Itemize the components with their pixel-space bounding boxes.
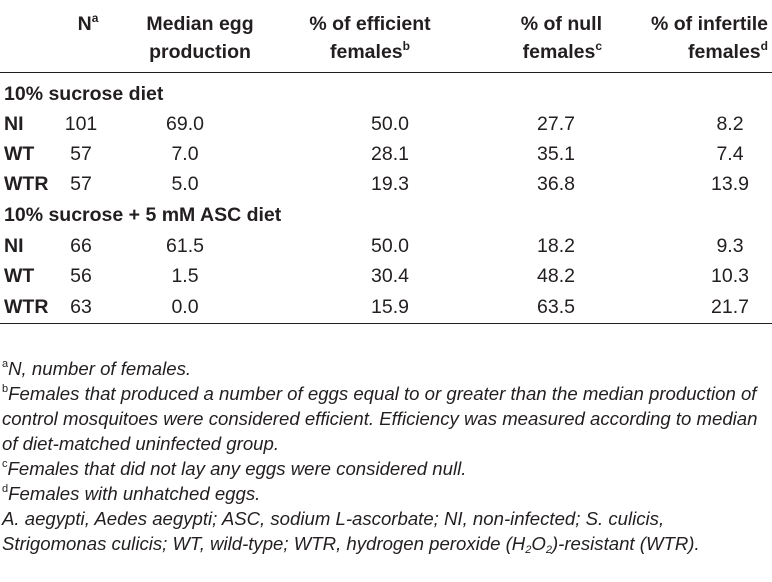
cell-n: 57 xyxy=(70,143,92,165)
cell-n: 101 xyxy=(64,113,98,135)
cell-null: 48.2 xyxy=(537,265,575,287)
row-label: WT xyxy=(4,265,35,287)
data-table: Na Median egg production % of efficient fe… xyxy=(0,6,772,324)
cell-infertile: 21.7 xyxy=(618,291,772,324)
cell-median: 7.0 xyxy=(171,143,199,165)
footnote-d: dFemales with unhatched eggs. xyxy=(2,483,261,504)
table-row: NI 66 61.5 50.0 18.2 9.3 xyxy=(0,231,772,261)
row-label: WTR xyxy=(4,173,49,195)
cell-efficient: 19.3 xyxy=(371,173,409,195)
cell-infertile: 10.3 xyxy=(711,265,749,287)
table-row: WT 57 7.0 28.1 35.1 7.4 xyxy=(0,139,772,169)
row-label: WT xyxy=(4,143,35,165)
cell-null: 36.8 xyxy=(537,173,575,195)
cell-n: 66 xyxy=(70,235,92,257)
section-row-asc: 10% sucrose + 5 mM ASC diet xyxy=(0,199,772,231)
cell-infertile: 7.4 xyxy=(716,143,744,165)
cell-n: 63 xyxy=(48,291,128,324)
cell-efficient: 28.1 xyxy=(371,143,409,165)
table-row: WT 56 1.5 30.4 48.2 10.3 xyxy=(0,261,772,291)
footnote-c: cFemales that did not lay any eggs were … xyxy=(2,458,467,479)
cell-efficient: 50.0 xyxy=(371,113,409,135)
header-row: Na Median egg production % of efficient fe… xyxy=(0,6,772,73)
cell-infertile: 13.9 xyxy=(711,173,749,195)
table-footnotes: aN, number of females. bFemales that pro… xyxy=(0,356,772,556)
cell-median: 1.5 xyxy=(171,265,199,287)
table-row: WTR 57 5.0 19.3 36.8 13.9 xyxy=(0,169,772,199)
cell-n: 57 xyxy=(70,173,92,195)
table-row: WTR 63 0.0 15.9 63.5 21.7 xyxy=(0,291,772,324)
cell-efficient: 30.4 xyxy=(371,265,409,287)
abbreviations-note: A. aegypti, Aedes aegypti; ASC, sodium L… xyxy=(2,508,700,556)
cell-null: 18.2 xyxy=(537,235,575,257)
cell-n: 56 xyxy=(70,265,92,287)
header-n: Na xyxy=(48,6,128,73)
cell-median: 0.0 xyxy=(128,291,272,324)
cell-efficient: 15.9 xyxy=(272,291,468,324)
cell-null: 63.5 xyxy=(468,291,618,324)
cell-null: 35.1 xyxy=(537,143,575,165)
row-label: WTR xyxy=(0,291,48,324)
header-efficient: % of efficient femalesb xyxy=(272,6,468,73)
section-row-sucrose: 10% sucrose diet xyxy=(0,73,772,110)
header-infertile: % of infertile femalesd xyxy=(618,6,772,73)
header-null: % of null femalesc xyxy=(468,6,618,73)
header-median: Median egg production xyxy=(128,6,272,73)
row-label: NI xyxy=(4,235,24,257)
section-title: 10% sucrose diet xyxy=(4,83,164,105)
cell-median: 69.0 xyxy=(166,113,204,135)
section-title: 10% sucrose + 5 mM ASC diet xyxy=(4,204,282,226)
header-blank xyxy=(0,6,48,73)
row-label: NI xyxy=(4,113,24,135)
cell-infertile: 8.2 xyxy=(716,113,744,135)
cell-median: 5.0 xyxy=(171,173,199,195)
cell-median: 61.5 xyxy=(166,235,204,257)
cell-null: 27.7 xyxy=(537,113,575,135)
footnote-a: aN, number of females. xyxy=(2,358,192,379)
footnote-b: bFemales that produced a number of eggs … xyxy=(2,383,758,454)
table-row: NI 101 69.0 50.0 27.7 8.2 xyxy=(0,109,772,139)
cell-infertile: 9.3 xyxy=(716,235,744,257)
cell-efficient: 50.0 xyxy=(371,235,409,257)
